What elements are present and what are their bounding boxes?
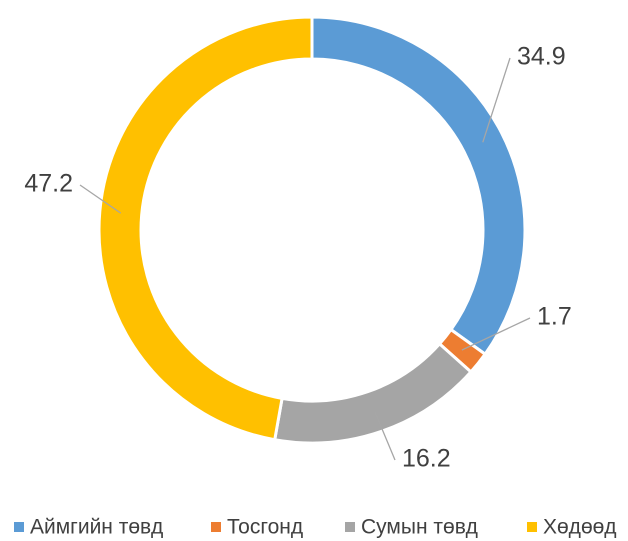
data-label: 1.7 (537, 303, 572, 331)
legend-swatch (345, 522, 355, 532)
leader-line (461, 317, 531, 351)
data-label: 34.9 (517, 43, 566, 71)
legend-swatch (14, 522, 24, 532)
leader-line (79, 184, 122, 214)
legend-label: Аймгийн төвд (30, 516, 163, 539)
legend-label: Хөдөөд (543, 516, 617, 539)
legend-swatch (527, 522, 537, 532)
data-label: 47.2 (24, 170, 73, 198)
data-label: 16.2 (402, 445, 451, 473)
donut-slice (310, 15, 527, 357)
legend-label: Тосгонд (227, 516, 303, 539)
leader-line (482, 57, 511, 143)
legend-label: Сумын төвд (361, 516, 478, 539)
donut-slice (272, 341, 474, 445)
legend-swatch (211, 522, 221, 532)
leader-line (374, 411, 396, 461)
donut-slice (97, 15, 314, 442)
